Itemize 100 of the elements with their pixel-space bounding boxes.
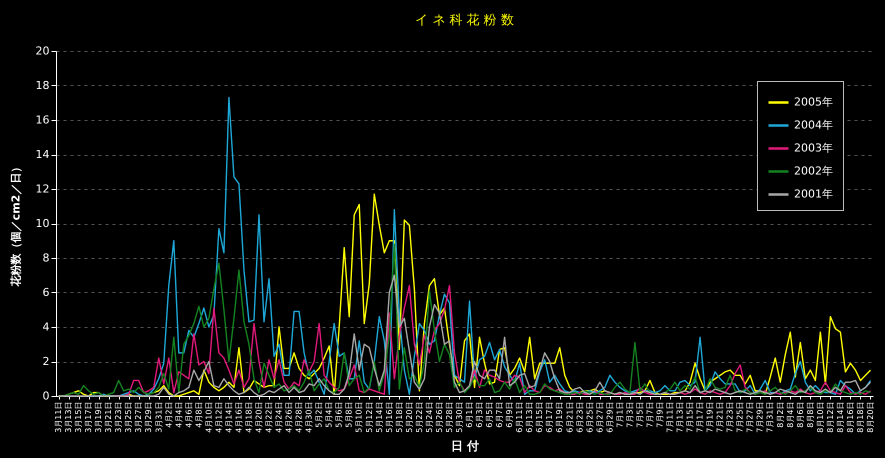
x-axis-title: 日 付 xyxy=(450,438,480,453)
x-tick-label: 3月13日 xyxy=(64,402,74,433)
x-tick-label: 7月7日 xyxy=(645,402,654,428)
x-tick-label: 5月22日 xyxy=(414,402,424,433)
x-tick-label: 6月15日 xyxy=(535,402,544,433)
x-tick-label: 5月2日 xyxy=(314,402,324,428)
y-tick-label: 12 xyxy=(36,182,50,196)
x-tick-label: 7月9日 xyxy=(655,402,664,428)
x-tick-label: 6月11日 xyxy=(515,402,524,433)
x-tick-label: 7月11日 xyxy=(666,402,675,433)
x-tick-label: 6月7日 xyxy=(495,402,504,428)
x-tick-label: 6月21日 xyxy=(565,402,574,433)
y-tick-label: 14 xyxy=(36,148,50,161)
legend-label: 2001年 xyxy=(794,188,833,200)
x-tick-label: 8月8日 xyxy=(806,402,815,428)
y-tick-label: 8 xyxy=(42,252,50,264)
x-tick-label: 5月6日 xyxy=(334,402,344,428)
x-tick-label: 5月24日 xyxy=(424,402,434,433)
x-tick-label: 4月26日 xyxy=(284,402,294,433)
legend-label: 2005年 xyxy=(794,96,833,108)
x-tick-label: 7月29日 xyxy=(756,402,765,433)
x-tick-label: 8月20日 xyxy=(866,402,875,433)
x-tick-label: 8月12日 xyxy=(826,402,835,433)
x-tick-label: 4月12日 xyxy=(214,402,224,433)
x-tick-label: 8月18日 xyxy=(856,402,865,433)
x-tick-label: 7月31日 xyxy=(766,402,775,433)
x-tick-label: 7月15日 xyxy=(686,402,695,433)
y-tick-label: 16 xyxy=(36,114,50,126)
x-tick-label: 5月16日 xyxy=(384,402,394,433)
y-tick-label: 0 xyxy=(42,390,50,402)
x-tick-label: 8月16日 xyxy=(846,402,855,433)
legend-label: 2003年 xyxy=(794,142,833,154)
x-tick-label: 4月2日 xyxy=(164,402,174,428)
x-tick-label: 5月26日 xyxy=(434,402,444,433)
x-tick-label: 5月8日 xyxy=(344,402,354,428)
y-axis-title: 花粉数（個／cm2／日） xyxy=(10,162,23,288)
x-tick-label: 6月27日 xyxy=(595,402,604,433)
x-tick-label: 3月27日 xyxy=(134,402,144,433)
x-tick-label: 3月23日 xyxy=(114,402,124,433)
x-tick-label: 7月25日 xyxy=(736,402,745,433)
x-tick-label: 6月17日 xyxy=(545,402,554,433)
x-tick-label: 4月28日 xyxy=(294,402,304,433)
x-tick-label: 7月19日 xyxy=(706,402,715,433)
y-tick-label: 18 xyxy=(36,79,50,92)
x-tick-label: 7月17日 xyxy=(696,402,705,433)
x-tick-label: 3月25日 xyxy=(124,402,134,433)
x-tick-label: 3月17日 xyxy=(84,402,94,433)
x-tick-label: 3月11日 xyxy=(54,402,64,433)
x-tick-label: 5月30日 xyxy=(454,402,464,433)
x-tick-label: 3月19日 xyxy=(94,402,104,433)
x-tick-label: 4月4日 xyxy=(174,402,184,428)
chart-title: イ ネ 科 花 粉 数 xyxy=(415,13,514,28)
x-tick-label: 8月2日 xyxy=(776,402,785,428)
x-tick-label: 4月22日 xyxy=(264,402,274,433)
x-tick-label: 5月14日 xyxy=(374,402,384,433)
x-tick-label: 4月8日 xyxy=(194,402,204,428)
x-tick-label: 6月1日 xyxy=(465,402,474,428)
x-tick-label: 5月18日 xyxy=(394,402,404,433)
x-tick-label: 3月15日 xyxy=(74,402,84,433)
x-tick-label: 5月28日 xyxy=(444,402,454,433)
x-tick-label: 7月5日 xyxy=(635,402,644,428)
x-tick-label: 7月21日 xyxy=(716,402,725,433)
y-tick-label: 2 xyxy=(42,355,50,368)
x-tick-label: 4月16日 xyxy=(234,402,244,433)
x-tick-label: 5月12日 xyxy=(364,402,374,433)
x-tick-label: 4月10日 xyxy=(204,402,214,433)
x-tick-label: 6月19日 xyxy=(555,402,564,433)
x-tick-label: 3月29日 xyxy=(144,402,154,433)
x-tick-label: 4月20日 xyxy=(254,402,264,433)
x-tick-label: 6月13日 xyxy=(525,402,534,433)
x-tick-label: 6月23日 xyxy=(575,402,584,433)
x-tick-label: 6月29日 xyxy=(605,402,614,433)
y-tick-label: 6 xyxy=(42,286,50,299)
x-tick-label: 7月27日 xyxy=(746,402,755,433)
x-tick-label: 4月18日 xyxy=(244,402,254,433)
x-tick-label: 4月24日 xyxy=(274,402,284,433)
legend-label: 2004年 xyxy=(794,118,833,132)
x-tick-label: 4月6日 xyxy=(184,402,194,428)
y-tick-label: 4 xyxy=(42,320,50,334)
x-tick-label: 3月31日 xyxy=(154,402,164,433)
x-tick-label: 6月9日 xyxy=(505,402,514,428)
x-tick-label: 6月5日 xyxy=(485,402,494,428)
y-tick-label: 10 xyxy=(36,217,50,230)
x-tick-label: 8月14日 xyxy=(836,402,845,433)
x-tick-label: 5月20日 xyxy=(404,402,414,433)
x-tick-label: 6月25日 xyxy=(585,402,594,433)
x-tick-label: 8月10日 xyxy=(816,402,825,433)
x-tick-label: 8月4日 xyxy=(786,402,795,428)
legend-label: 2002年 xyxy=(794,164,833,178)
x-tick-label: 3月21日 xyxy=(104,402,114,433)
x-tick-label: 7月1日 xyxy=(615,402,624,428)
x-tick-label: 5月4日 xyxy=(324,402,334,428)
x-tick-label: 7月13日 xyxy=(676,402,685,433)
x-tick-label: 5月10日 xyxy=(354,402,364,433)
x-tick-label: 8月6日 xyxy=(796,402,805,428)
x-tick-label: 4月30日 xyxy=(304,402,314,433)
x-tick-label: 4月14日 xyxy=(224,402,234,433)
x-tick-label: 7月3日 xyxy=(625,402,634,428)
x-tick-label: 6月3日 xyxy=(475,402,484,428)
y-tick-label: 20 xyxy=(36,44,50,58)
